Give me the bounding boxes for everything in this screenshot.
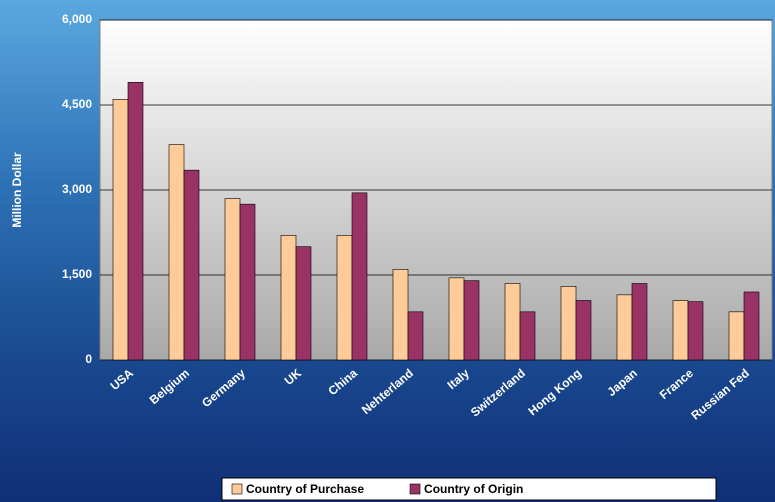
bar <box>672 300 689 361</box>
y-tick-label: 1,500 <box>62 267 92 281</box>
bar <box>168 144 185 361</box>
bar <box>239 203 256 361</box>
bar <box>280 235 297 361</box>
legend-label: Country of Purchase <box>246 482 364 496</box>
bar <box>127 82 144 361</box>
y-tick-label: 4,500 <box>62 97 92 111</box>
y-tick-label: 0 <box>85 352 92 366</box>
legend-label: Country of Origin <box>424 482 523 496</box>
bar <box>407 311 424 361</box>
bar <box>575 300 592 361</box>
bar <box>295 246 312 361</box>
bar <box>183 169 200 361</box>
legend-swatch <box>409 483 421 495</box>
y-axis-label: Million Dollar <box>10 152 24 228</box>
bar <box>504 283 521 361</box>
bar <box>112 99 129 361</box>
bar <box>224 198 241 361</box>
bar <box>392 269 409 361</box>
bar <box>560 286 577 361</box>
bar <box>631 283 648 361</box>
bar <box>463 280 480 361</box>
y-tick-label: 6,000 <box>62 12 92 26</box>
bar <box>728 311 745 361</box>
bar <box>351 192 368 361</box>
bar <box>336 235 353 361</box>
bar <box>687 301 704 361</box>
bar <box>616 294 633 361</box>
legend <box>221 477 717 501</box>
y-tick-label: 3,000 <box>62 182 92 196</box>
bar <box>519 311 536 361</box>
bar <box>448 277 465 361</box>
bar <box>743 291 760 361</box>
legend-swatch <box>231 483 243 495</box>
